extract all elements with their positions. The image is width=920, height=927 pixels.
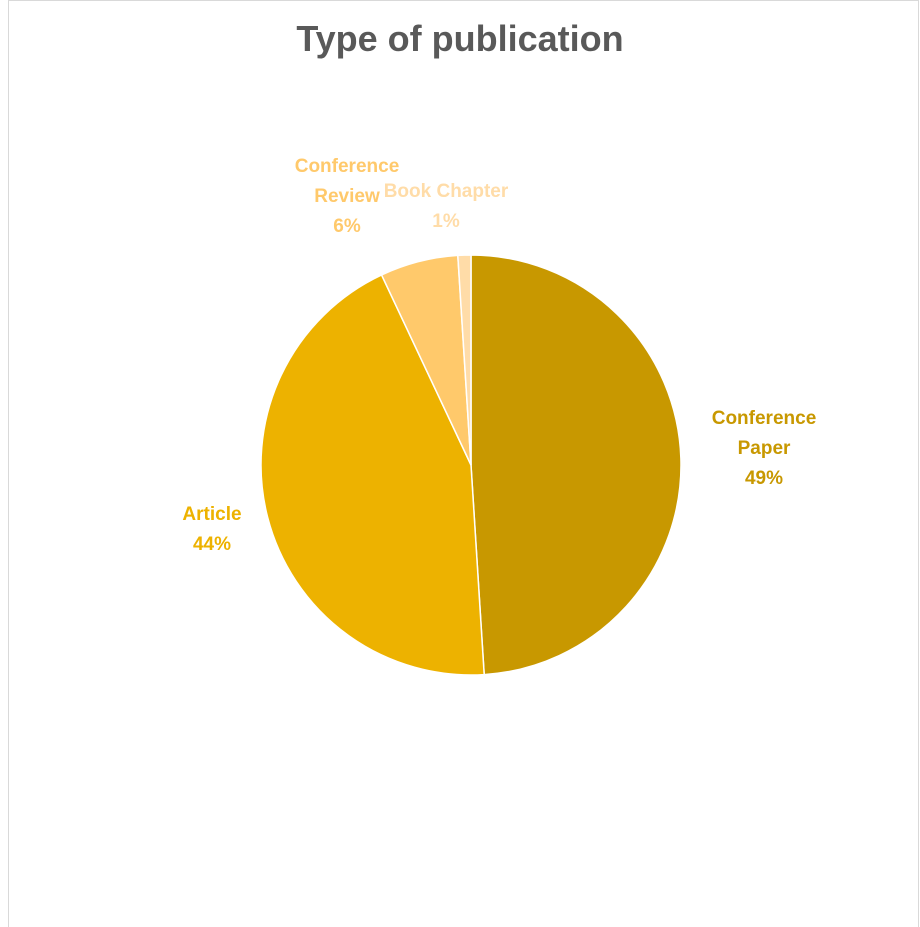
data-label-conference-review-value: 6% bbox=[333, 216, 361, 237]
data-label-conference-paper: Conference Paper 49% bbox=[712, 408, 817, 489]
data-label-article-name: Article bbox=[182, 504, 241, 525]
pie-slice-book-chapter bbox=[457, 254, 472, 466]
data-label-conference-review-name: Review bbox=[314, 186, 380, 207]
data-label-conference-review: Conference Review 6% bbox=[295, 156, 400, 237]
data-label-book-chapter: Book Chapter 1% bbox=[384, 181, 509, 232]
data-label-book-chapter-value: 1% bbox=[432, 211, 460, 232]
pie-slices bbox=[260, 254, 682, 676]
chart-title: Type of publication bbox=[296, 18, 624, 59]
data-label-conference-paper-name: Conference bbox=[712, 408, 817, 429]
data-label-book-chapter-name: Book Chapter bbox=[384, 181, 509, 202]
data-label-article: Article 44% bbox=[182, 504, 241, 555]
data-label-conference-paper-name: Paper bbox=[738, 438, 791, 459]
data-label-conference-paper-value: 49% bbox=[745, 468, 783, 489]
data-label-conference-review-name: Conference bbox=[295, 156, 400, 177]
pie-slice-conference-paper bbox=[470, 254, 682, 676]
data-label-article-value: 44% bbox=[193, 534, 231, 555]
pie-labels: Conference Paper 49% Article 44% Conference Re… bbox=[182, 156, 816, 555]
